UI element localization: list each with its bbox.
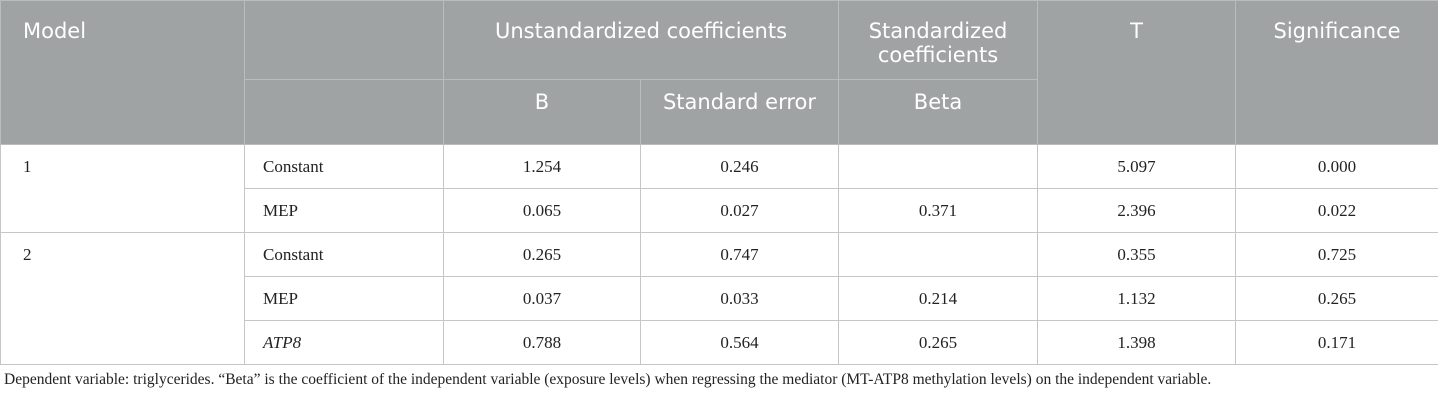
value-cell: 0.246 (639, 144, 840, 189)
header-cell: T (1037, 0, 1237, 145)
term-cell: ATP8 (244, 320, 444, 365)
table-header: Model Unstandardized coefficients Standa… (0, 0, 1438, 145)
value-cell: 0.265 (443, 232, 641, 277)
table-row: ATP8 0.788 0.564 0.265 1.398 0.171 (1, 320, 1438, 365)
value-cell: 0.725 (1235, 232, 1438, 277)
term-cell: MEP (244, 276, 444, 321)
model-cell: 2 (0, 232, 245, 365)
value-cell: 0.214 (838, 276, 1039, 321)
footnote: Dependent variable: triglycerides. “Beta… (4, 371, 1212, 388)
value-cell: 2.396 (1037, 188, 1237, 233)
value-cell: 0.033 (639, 276, 840, 321)
table-row: MEP 0.065 0.027 0.371 2.396 0.022 (1, 188, 1438, 233)
header-cell: Standardized coefficients (838, 0, 1039, 80)
value-cell (838, 232, 1039, 277)
value-cell: 1.398 (1037, 320, 1237, 365)
term-cell: Constant (244, 144, 444, 189)
table-row: MEP 0.037 0.033 0.214 1.132 0.265 (1, 276, 1438, 321)
header-cell: Unstandardized coefficients (442, 0, 840, 80)
value-cell: 0.788 (443, 320, 641, 365)
value-cell: 5.097 (1037, 144, 1237, 189)
value-cell: 0.037 (443, 276, 641, 321)
header-cell: Model (0, 0, 245, 145)
value-cell: 1.132 (1037, 276, 1237, 321)
value-cell: 0.265 (838, 320, 1039, 365)
header-cell: Significance (1235, 0, 1438, 145)
regression-table: Model Unstandardized coefficients Standa… (0, 0, 1438, 365)
value-cell: 0.355 (1037, 232, 1237, 277)
table-row: 2 Constant 0.265 0.747 0.355 0.725 (0, 232, 1438, 365)
value-cell (838, 144, 1039, 189)
value-cell: 0.065 (443, 188, 641, 233)
header-cell (244, 79, 444, 145)
value-cell: 0.564 (639, 320, 840, 365)
term-cell: MEP (244, 188, 444, 233)
value-cell: 0.000 (1235, 144, 1438, 189)
value-cell: 0.265 (1235, 276, 1438, 321)
table-body: 1 Constant 1.254 0.246 5.097 0.000 MEP 0.065 0.0… (0, 144, 1438, 365)
value-cell: 1.254 (443, 144, 641, 189)
header-cell: Beta (838, 79, 1039, 145)
header-cell: Standard error (639, 79, 840, 145)
value-cell: 0.747 (639, 232, 840, 277)
value-cell: 0.022 (1235, 188, 1438, 233)
value-cell: 0.171 (1235, 320, 1438, 365)
header-cell (244, 0, 444, 80)
header-cell: B (443, 79, 641, 145)
model-cell: 1 (0, 144, 245, 233)
value-cell: 0.027 (639, 188, 840, 233)
value-cell: 0.371 (838, 188, 1039, 233)
table-row: 1 Constant 1.254 0.246 5.097 0.000 (0, 144, 1438, 233)
term-cell: Constant (244, 232, 444, 277)
